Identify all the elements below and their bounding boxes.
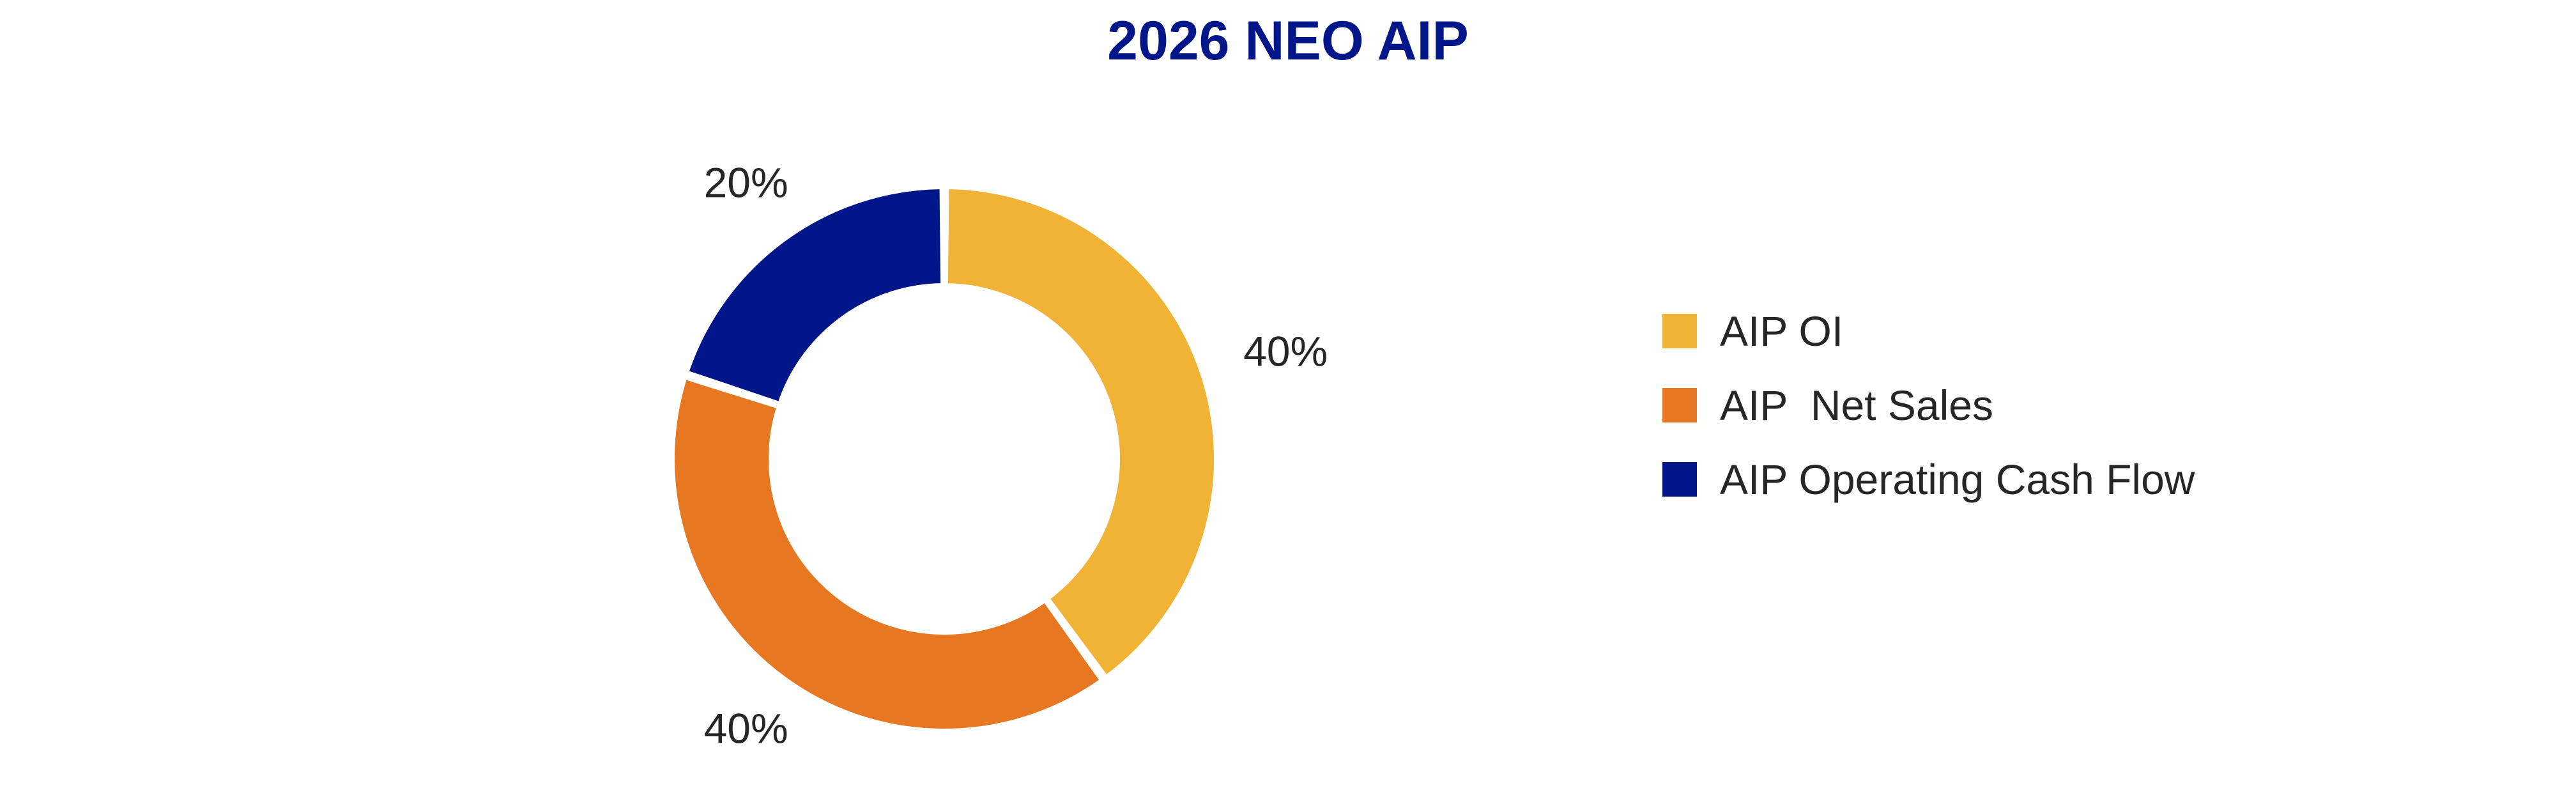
legend-swatch-aip-net-sales	[1662, 388, 1697, 422]
donut-slice-aip-operating-cash-flow	[684, 185, 945, 407]
donut-slice-aip-oi	[944, 185, 1218, 680]
legend-label-aip-net-sales: AIP Net Sales	[1720, 382, 1994, 429]
legend-item-aip-net-sales: AIP Net Sales	[1662, 368, 2195, 442]
legend-swatch-aip-oi	[1662, 314, 1697, 348]
data-label-aip-net-sales: 40%	[704, 705, 788, 752]
legend-item-aip-operating-cash-flow: AIP Operating Cash Flow	[1662, 442, 2195, 516]
legend-label-aip-operating-cash-flow: AIP Operating Cash Flow	[1720, 456, 2195, 503]
legend-swatch-aip-operating-cash-flow	[1662, 462, 1697, 497]
legend-label-aip-oi: AIP OI	[1720, 307, 1844, 355]
data-label-aip-operating-cash-flow: 20%	[704, 159, 788, 206]
donut-slice-aip-net-sales	[671, 375, 1105, 732]
legend: AIP OI AIP Net Sales AIP Operating Cash …	[1662, 294, 2195, 516]
chart-title: 2026 NEO AIP	[1107, 10, 1469, 72]
data-label-aip-oi: 40%	[1243, 327, 1328, 375]
legend-item-aip-oi: AIP OI	[1662, 294, 2195, 368]
